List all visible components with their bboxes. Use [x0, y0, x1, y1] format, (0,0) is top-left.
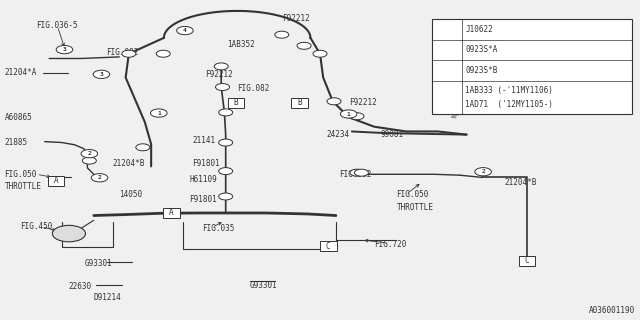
Text: 1: 1	[444, 27, 447, 32]
Text: H61109: H61109	[189, 174, 217, 184]
Text: 2: 2	[481, 169, 485, 174]
Text: B: B	[298, 99, 302, 108]
Circle shape	[83, 157, 97, 164]
Circle shape	[219, 109, 233, 116]
Text: 4: 4	[183, 28, 187, 33]
Circle shape	[437, 25, 454, 33]
Text: 22630: 22630	[68, 282, 92, 292]
Text: C: C	[525, 256, 529, 265]
Circle shape	[327, 98, 341, 105]
Text: F91801: F91801	[193, 159, 220, 168]
Circle shape	[475, 168, 492, 176]
Text: 0923S*B: 0923S*B	[465, 66, 498, 75]
Circle shape	[355, 169, 369, 176]
Text: 21204*B: 21204*B	[113, 159, 145, 168]
Circle shape	[297, 42, 311, 49]
Text: FRONT: FRONT	[460, 106, 487, 115]
Text: G93301: G93301	[250, 281, 278, 290]
Text: 24234: 24234	[326, 130, 349, 139]
Circle shape	[216, 84, 230, 91]
Text: 1: 1	[347, 111, 351, 116]
Circle shape	[437, 67, 454, 75]
Circle shape	[122, 50, 136, 57]
Circle shape	[350, 169, 364, 176]
Text: 2: 2	[98, 175, 101, 180]
Text: 2: 2	[88, 151, 92, 156]
Text: 1AD71  ('12MY1105-): 1AD71 ('12MY1105-)	[465, 100, 553, 109]
Bar	[291, 98, 308, 108]
Bar	[48, 176, 65, 186]
Circle shape	[219, 168, 233, 175]
Text: 1AB333 (-'11MY1106): 1AB333 (-'11MY1106)	[465, 86, 553, 95]
Circle shape	[52, 225, 86, 242]
Circle shape	[81, 149, 98, 158]
Text: 3: 3	[444, 68, 447, 73]
Text: B: B	[234, 99, 238, 108]
Text: F92212: F92212	[205, 70, 233, 79]
Text: 21141: 21141	[193, 136, 216, 146]
Text: 21204*A: 21204*A	[4, 68, 37, 77]
Text: F92212: F92212	[282, 14, 310, 23]
Text: J10622: J10622	[465, 25, 493, 34]
Text: A60865: A60865	[4, 113, 33, 122]
Text: FIG.450: FIG.450	[20, 222, 53, 231]
Text: FIG.036-5: FIG.036-5	[36, 21, 78, 30]
Bar	[163, 208, 180, 218]
Circle shape	[219, 139, 233, 146]
Text: A: A	[54, 176, 58, 185]
Circle shape	[177, 27, 193, 35]
Text: 14050: 14050	[119, 190, 142, 199]
Text: 2: 2	[444, 47, 447, 52]
Text: D91214: D91214	[94, 293, 122, 302]
Circle shape	[219, 193, 233, 200]
Text: 21885: 21885	[4, 138, 28, 147]
Text: FIG.035: FIG.035	[202, 224, 234, 233]
Bar	[431, 19, 632, 114]
Circle shape	[93, 70, 109, 78]
Text: 1AB352: 1AB352	[228, 40, 255, 49]
Circle shape	[156, 50, 170, 57]
Text: 3: 3	[100, 72, 103, 77]
Circle shape	[214, 63, 228, 70]
Text: 21204*B: 21204*B	[505, 178, 537, 187]
Bar	[320, 241, 337, 252]
Circle shape	[56, 45, 73, 54]
Text: 1: 1	[157, 110, 161, 116]
Text: F91801: F91801	[189, 195, 217, 204]
Circle shape	[437, 93, 454, 101]
Text: THROTTLE: THROTTLE	[4, 182, 42, 191]
Text: FIG.050: FIG.050	[396, 190, 429, 199]
Text: F92212: F92212	[349, 99, 376, 108]
Text: 0923S*A: 0923S*A	[465, 45, 498, 54]
Circle shape	[313, 50, 327, 57]
Text: C: C	[326, 242, 331, 251]
Circle shape	[92, 174, 108, 182]
Bar	[519, 256, 536, 266]
Circle shape	[150, 109, 167, 117]
Text: FIG.050: FIG.050	[4, 170, 37, 179]
Text: THROTTLE: THROTTLE	[396, 203, 433, 212]
Bar	[228, 98, 244, 108]
Text: 99081: 99081	[381, 130, 404, 139]
Text: FIG.720: FIG.720	[374, 240, 406, 249]
Text: 4: 4	[444, 95, 447, 100]
Circle shape	[350, 113, 364, 120]
Text: FIG.082: FIG.082	[339, 170, 371, 179]
Text: A036001190: A036001190	[589, 306, 636, 315]
Text: 3: 3	[63, 47, 67, 52]
Circle shape	[275, 31, 289, 38]
Circle shape	[136, 144, 150, 151]
Circle shape	[340, 110, 357, 118]
Text: G93301: G93301	[84, 259, 112, 268]
Text: FIG.082: FIG.082	[237, 84, 269, 93]
Circle shape	[437, 46, 454, 54]
Text: FIG.082: FIG.082	[106, 48, 139, 57]
Text: A: A	[169, 208, 174, 218]
